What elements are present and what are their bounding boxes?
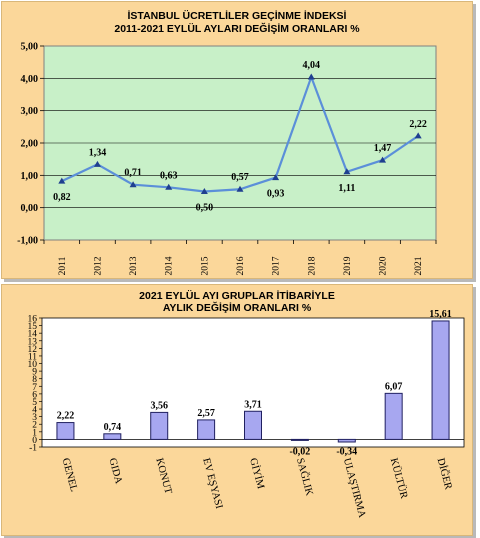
x-tick-label: EV EŞYASI [200, 457, 224, 511]
x-tick-label: 2018 [307, 256, 317, 275]
y-tick-label: 12 [28, 345, 38, 355]
y-tick-label: 10 [28, 360, 38, 370]
y-tick-label: 15 [28, 322, 38, 332]
x-tick-label: KÜLTÜR [388, 457, 410, 500]
data-label: 2,22 [409, 119, 427, 130]
data-label: 3,71 [244, 399, 262, 410]
data-point [414, 132, 422, 139]
y-tick-label: 16 [28, 315, 38, 325]
y-tick-label: 5,00 [21, 42, 39, 53]
y-tick-label: 7 [32, 383, 37, 393]
data-point [236, 185, 244, 192]
data-label: 1,34 [89, 147, 107, 158]
y-tick-label: 13 [28, 337, 38, 347]
bar [197, 419, 216, 440]
line-chart-title: İSTANBUL ÜCRETLİLER GEÇİNME İNDEKSİ [127, 10, 347, 22]
y-tick-label: 2 [32, 421, 37, 431]
line-chart-subtitle: 2011-2021 EYLÜL AYLARI DEĞİŞİM ORANLARI … [114, 23, 360, 35]
data-label: 0,74 [104, 422, 122, 433]
x-tick-label: 2021 [414, 256, 424, 275]
bar [150, 411, 169, 440]
data-label: 2,22 [57, 411, 75, 422]
y-tick-label: 9 [32, 368, 37, 378]
bar-chart-subtitle: AYLIK DEĞİŞİM ORANLARI % [162, 302, 312, 314]
y-tick-label: 2,00 [21, 139, 39, 150]
data-point [165, 183, 173, 190]
y-tick-label: 14 [28, 330, 38, 340]
line-chart-panel: İSTANBUL ÜCRETLİLER GEÇİNME İNDEKSİ 2011… [1, 1, 473, 279]
data-point [58, 177, 66, 184]
data-point [93, 160, 101, 167]
data-label: 3,56 [150, 400, 168, 411]
data-label: 0,63 [160, 170, 178, 181]
data-label: -0,02 [289, 446, 310, 457]
x-tick-label: 2015 [200, 256, 210, 275]
data-point [272, 174, 280, 181]
y-tick-label: -1,00 [17, 236, 38, 247]
data-point [307, 73, 315, 80]
bar [384, 392, 403, 440]
x-tick-label: SAĞLIK [294, 457, 316, 498]
bar-chart-title: 2021 EYLÜL AYI GRUPLAR İTİBARİYLE [139, 290, 335, 302]
y-tick-label: 0 [32, 436, 37, 446]
data-label: 0,93 [267, 189, 285, 200]
x-tick-label: 2013 [129, 256, 139, 275]
data-point [343, 168, 351, 175]
y-tick-label: 3 [32, 413, 37, 423]
data-label: 4,04 [303, 60, 321, 71]
y-tick-label: 1,00 [21, 171, 39, 182]
data-label: 15,61 [429, 309, 452, 320]
bar [290, 438, 309, 441]
data-label: 0,50 [196, 203, 214, 214]
x-tick-label: KONUT [153, 457, 173, 496]
data-point [200, 188, 208, 194]
x-tick-label: GENEL [60, 457, 80, 493]
line-chart: -1,00 0,00 1,00 2,00 3,00 4,00 5,00 2011 2012 201… [17, 42, 437, 276]
bar [244, 410, 262, 440]
bar [337, 438, 356, 443]
data-label: 2,57 [197, 408, 215, 419]
x-tick-label: 2012 [93, 256, 103, 275]
x-tick-label: ULAŞTIRMA [341, 457, 368, 519]
x-tick-label: DİĞER [435, 457, 455, 491]
data-label: 1,11 [338, 183, 355, 194]
x-tick-label: 2014 [165, 256, 175, 275]
x-tick-label: 2016 [236, 256, 246, 275]
y-tick-label: 6 [32, 390, 37, 400]
data-label: -0,34 [336, 446, 357, 457]
x-tick-label: 2017 [272, 256, 282, 275]
data-label: 1,47 [374, 143, 392, 154]
y-tick-label: 0,00 [21, 203, 39, 214]
y-tick-label: 4,00 [21, 74, 39, 85]
data-point [379, 156, 387, 163]
data-label: 6,07 [385, 381, 403, 392]
y-tick-label: 3,00 [21, 106, 39, 117]
y-tick-label: -1 [29, 444, 37, 454]
x-tick-label: GIDA [106, 457, 124, 486]
bar-chart-panel: 2021 EYLÜL AYI GRUPLAR İTİBARİYLE AYLIK … [1, 284, 473, 536]
bar [103, 433, 122, 440]
data-label: 0,82 [53, 192, 71, 203]
y-tick-label: 5 [32, 398, 37, 408]
x-tick-label: 2011 [58, 256, 68, 275]
x-tick-label: 2019 [343, 256, 353, 275]
bar-chart: -10123456789101112131415162,22GENEL0,74G… [28, 309, 465, 519]
y-tick-label: 8 [32, 375, 37, 385]
y-tick-label: 1 [32, 428, 37, 438]
y-tick-label: 4 [32, 406, 37, 416]
bar [431, 320, 450, 440]
x-tick-label: 2020 [379, 256, 389, 275]
data-label: 0,57 [231, 172, 249, 183]
data-point [129, 181, 137, 188]
data-label: 0,71 [124, 168, 142, 179]
x-tick-label: GİYİM [247, 457, 267, 491]
y-tick-label: 11 [28, 352, 37, 362]
bar [56, 422, 75, 440]
